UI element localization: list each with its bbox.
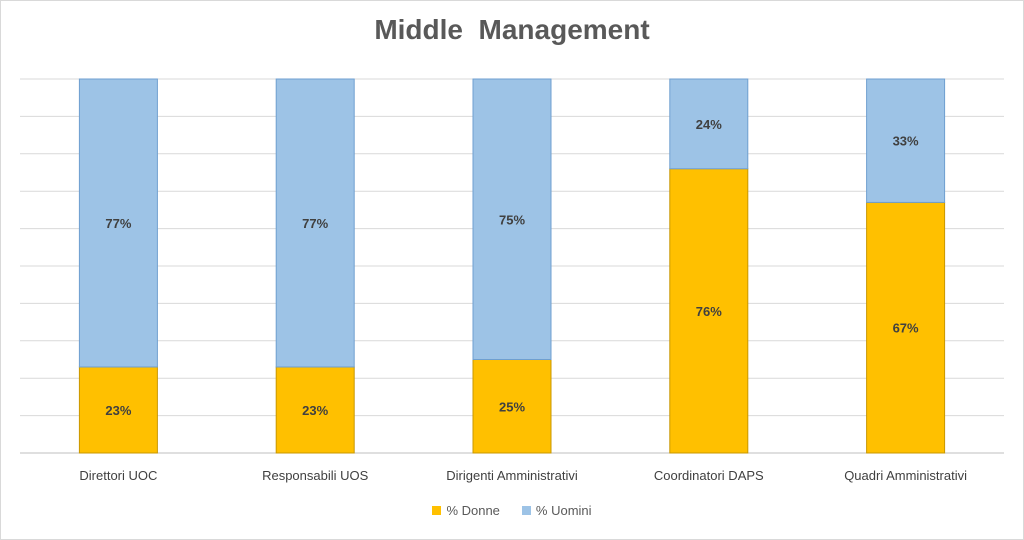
bar-uomini xyxy=(275,78,355,368)
bar-uomini xyxy=(472,78,552,360)
bar-uomini xyxy=(866,78,946,203)
bar-donne xyxy=(78,366,158,454)
legend: % Donne % Uomini xyxy=(0,503,1024,518)
legend-label-uomini: % Uomini xyxy=(535,503,592,518)
data-labels: 23% 77% 23% 77% 25% 75% 76% 24% 67% 33% xyxy=(105,117,919,418)
data-label: 76% xyxy=(696,304,722,319)
legend-swatch-donne xyxy=(432,506,442,515)
category-labels: Direttori UOC Responsabili UOS Dirigenti A… xyxy=(79,468,967,483)
bar-donne xyxy=(669,168,749,454)
data-label: 77% xyxy=(302,216,328,231)
legend-item-donne: % Donne xyxy=(432,503,500,518)
bar-uomini xyxy=(78,78,158,368)
data-label: 23% xyxy=(105,403,131,418)
data-label: 23% xyxy=(302,403,328,418)
data-label: 77% xyxy=(105,216,131,231)
bar-donne xyxy=(275,366,355,454)
bars xyxy=(78,78,946,454)
data-label: 25% xyxy=(499,399,525,414)
legend-label-donne: % Donne xyxy=(446,503,500,518)
bar-donne xyxy=(866,201,946,454)
category-label: Coordinatori DAPS xyxy=(654,468,764,483)
legend-swatch-uomini xyxy=(521,506,531,515)
legend-item-uomini: % Uomini xyxy=(521,503,592,518)
chart-title: Middle Management xyxy=(374,14,650,45)
category-label: Dirigenti Amministrativi xyxy=(446,468,578,483)
data-label: 75% xyxy=(499,212,525,227)
category-label: Responsabili UOS xyxy=(262,468,369,483)
bar-donne xyxy=(472,359,552,454)
data-label: 24% xyxy=(696,117,722,132)
category-label: Direttori UOC xyxy=(79,468,157,483)
category-label: Quadri Amministrativi xyxy=(844,468,967,483)
bar-uomini xyxy=(669,78,749,170)
data-label: 67% xyxy=(893,321,919,336)
data-label: 33% xyxy=(893,134,919,149)
